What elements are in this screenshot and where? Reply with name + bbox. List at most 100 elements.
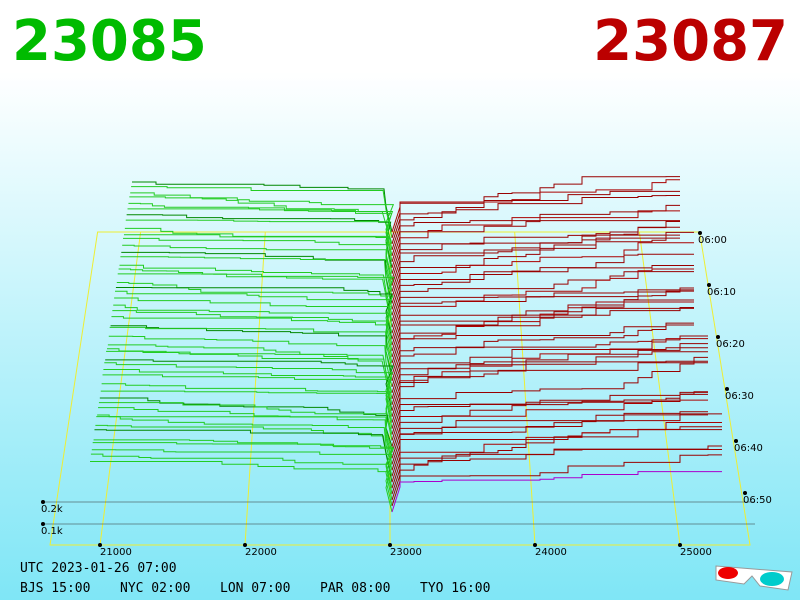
bid-line <box>108 335 393 388</box>
bid-line <box>91 449 393 501</box>
bid-line <box>110 325 393 376</box>
ask-line <box>391 242 694 304</box>
bid-line <box>130 192 393 245</box>
time-label: 06:00 <box>698 235 727 246</box>
ask-line <box>391 268 694 340</box>
floor-line <box>514 231 536 546</box>
ask-line <box>391 306 694 352</box>
tick-dot <box>98 543 102 547</box>
ask-line <box>391 448 722 489</box>
tick-dot <box>243 543 247 547</box>
bid-line <box>118 268 393 322</box>
bid-line <box>132 181 393 233</box>
price-label: 21000 <box>100 547 132 558</box>
axis-labels: 21000 22000 23000 24000 25000 06:00 06:10 06:20… <box>41 231 772 558</box>
price-label: 25000 <box>680 547 712 558</box>
ask-line <box>391 391 708 453</box>
bid-line <box>124 227 393 280</box>
ask-line <box>391 391 708 441</box>
floor-line <box>99 231 142 546</box>
bid-line <box>131 186 393 239</box>
bid-line <box>107 344 393 393</box>
bid-line <box>98 402 393 453</box>
bid-line <box>128 202 394 256</box>
ask-line <box>391 335 708 388</box>
ask-line <box>391 356 708 429</box>
tick-dot <box>743 491 747 495</box>
bid-line <box>92 442 394 495</box>
time-label: 06:50 <box>743 495 772 506</box>
bid-line <box>120 256 393 310</box>
ask-line <box>391 360 708 405</box>
bid-line <box>115 286 393 340</box>
price-label: 24000 <box>535 547 567 558</box>
ask-line <box>391 307 694 358</box>
city-time: LON 07:00 <box>220 581 290 596</box>
ask-line <box>391 234 680 280</box>
bid-line <box>106 350 393 405</box>
bid-line <box>111 316 393 370</box>
city-time: NYC 02:00 <box>120 581 190 596</box>
bid-line <box>94 429 393 483</box>
bid-line <box>103 369 393 423</box>
bid-line <box>116 281 394 334</box>
ask-line <box>391 454 722 507</box>
bid-line <box>123 234 393 286</box>
city-time: TYO 16:00 <box>420 581 490 596</box>
bid-line <box>123 237 393 292</box>
bid-price: 23085 <box>12 9 207 74</box>
ask-line <box>391 351 708 399</box>
ask-line <box>391 411 708 459</box>
ask-line <box>391 237 680 292</box>
bid-line <box>93 439 395 489</box>
bid-line <box>115 290 393 346</box>
tick-dot <box>698 231 702 235</box>
bid-line <box>106 348 393 399</box>
tick-dot <box>725 387 729 391</box>
price-label: 22000 <box>245 547 277 558</box>
ask-line <box>391 176 680 239</box>
time-label: 06:10 <box>707 287 736 298</box>
ask-line <box>391 362 708 417</box>
ask-line <box>391 343 708 423</box>
bid-line <box>114 297 393 352</box>
bid-line <box>105 359 394 411</box>
ask-line <box>391 210 680 268</box>
bid-line <box>122 244 393 298</box>
size-label: 0.1k <box>41 526 63 537</box>
ask-line <box>391 287 694 334</box>
glasses-icon <box>715 565 793 591</box>
bid-line <box>126 214 393 268</box>
bid-line <box>97 414 393 465</box>
tick-dot <box>707 283 711 287</box>
city-time: PAR 08:00 <box>320 581 390 596</box>
ask-line <box>391 324 694 382</box>
bid-line <box>100 390 393 441</box>
ask-line <box>391 426 722 495</box>
bid-line <box>104 362 394 417</box>
bid-line <box>125 219 393 274</box>
utc-time: UTC 2023-01-26 07:00 <box>20 561 177 576</box>
bid-line <box>112 310 393 364</box>
time-label: 06:40 <box>734 443 763 454</box>
bid-line <box>98 407 393 459</box>
bid-line <box>90 453 393 507</box>
ask-line <box>391 399 708 447</box>
ask-line <box>391 231 694 298</box>
tick-dot <box>678 543 682 547</box>
time-label: 06:20 <box>716 339 745 350</box>
bid-line <box>101 383 393 435</box>
ask-line <box>391 290 694 346</box>
tick-dot <box>41 522 45 526</box>
size-label: 0.2k <box>41 504 63 515</box>
tick-dot <box>716 335 720 339</box>
bid-line <box>113 304 393 358</box>
tick-dot <box>388 543 392 547</box>
ask-line <box>391 301 694 376</box>
ask-line <box>391 179 680 233</box>
ask-price: 23087 <box>593 9 788 74</box>
bid-line <box>117 273 395 328</box>
ask-line <box>391 393 708 435</box>
